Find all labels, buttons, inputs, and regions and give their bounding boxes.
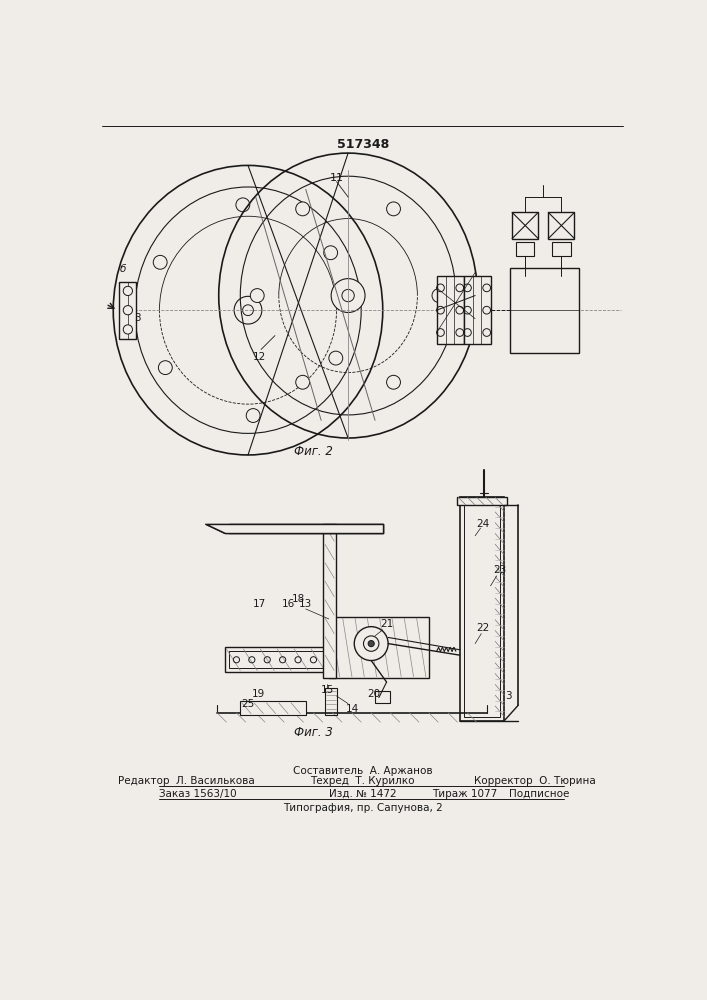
Bar	[512, 212, 538, 239]
Circle shape	[246, 409, 260, 422]
Bar	[375, 691, 390, 703]
Text: 24: 24	[477, 519, 489, 529]
Text: 22: 22	[477, 623, 489, 633]
Bar	[464, 501, 500, 717]
Bar	[457, 497, 507, 505]
Text: Фиг. 3: Фиг. 3	[294, 726, 333, 739]
Text: Техред  Т. Курилко: Техред Т. Курилко	[310, 776, 415, 786]
Circle shape	[236, 198, 250, 212]
Circle shape	[296, 375, 310, 389]
Text: 17: 17	[253, 599, 266, 609]
Bar	[324, 524, 336, 678]
Bar	[119, 282, 136, 339]
Bar	[437, 276, 464, 344]
Text: 14: 14	[345, 704, 358, 714]
Bar	[460, 497, 504, 721]
Bar	[329, 617, 429, 678]
Text: Заказ 1563/10: Заказ 1563/10	[159, 789, 237, 799]
Circle shape	[387, 375, 400, 389]
Text: 23: 23	[493, 565, 506, 575]
Circle shape	[123, 306, 132, 315]
Bar	[510, 268, 579, 353]
Text: 3: 3	[134, 313, 141, 323]
Text: 20: 20	[367, 689, 380, 699]
Circle shape	[158, 361, 173, 375]
Bar	[229, 651, 329, 668]
Circle shape	[432, 289, 446, 302]
Bar	[549, 212, 575, 239]
Bar	[325, 688, 337, 715]
Text: 19: 19	[252, 689, 264, 699]
Text: 15: 15	[321, 685, 334, 695]
Bar	[552, 242, 571, 256]
Text: 517348: 517348	[337, 138, 389, 151]
Text: 3: 3	[505, 691, 512, 701]
Text: 16: 16	[282, 599, 296, 609]
Circle shape	[296, 202, 310, 216]
Circle shape	[250, 289, 264, 302]
Text: Составитель  А. Аржанов: Составитель А. Аржанов	[293, 766, 433, 776]
Circle shape	[324, 246, 337, 260]
Bar	[464, 276, 491, 344]
Text: б: б	[120, 264, 127, 274]
Circle shape	[368, 641, 374, 647]
Text: Типография, пр. Сапунова, 2: Типография, пр. Сапунова, 2	[283, 803, 443, 813]
Text: 13: 13	[299, 599, 312, 609]
Circle shape	[329, 351, 343, 365]
Bar	[516, 242, 534, 256]
Bar	[225, 647, 333, 672]
Text: 25: 25	[241, 699, 255, 709]
Text: 11: 11	[329, 173, 344, 183]
Text: Изд. № 1472: Изд. № 1472	[329, 789, 397, 799]
Circle shape	[354, 627, 388, 661]
Text: 12: 12	[253, 352, 266, 362]
Bar	[240, 701, 305, 715]
Text: Тираж 1077: Тираж 1077	[433, 789, 498, 799]
Text: 18: 18	[291, 594, 305, 604]
Text: Корректор  О. Тюрина: Корректор О. Тюрина	[474, 776, 596, 786]
Text: Фиг. 2: Фиг. 2	[294, 445, 333, 458]
Circle shape	[123, 325, 132, 334]
Polygon shape	[206, 524, 382, 533]
Circle shape	[387, 202, 400, 216]
Text: Редактор  Л. Василькова: Редактор Л. Василькова	[118, 776, 255, 786]
Circle shape	[331, 279, 365, 312]
Text: Подписное: Подписное	[509, 789, 569, 799]
Text: 21: 21	[380, 619, 393, 629]
Circle shape	[123, 286, 132, 296]
Bar	[229, 524, 382, 533]
Circle shape	[153, 255, 167, 269]
